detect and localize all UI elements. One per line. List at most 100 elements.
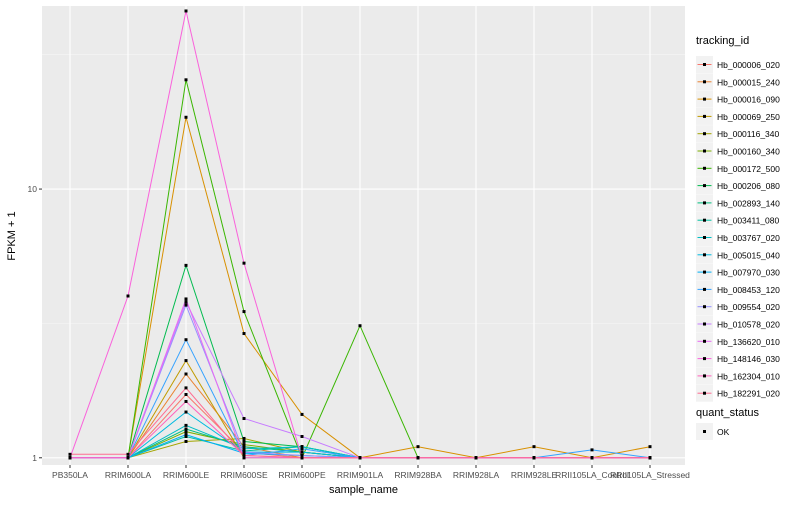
legend-item: Hb_000016_090: [696, 90, 780, 108]
data-point: [242, 443, 246, 447]
data-point: [184, 433, 188, 437]
data-point: [184, 435, 188, 439]
legend-label: Hb_010578_020: [717, 320, 780, 330]
data-point: [68, 452, 72, 456]
x-tick-label: RRIM901LA: [337, 470, 384, 480]
data-point: [416, 445, 420, 449]
legend-item: Hb_008453_120: [696, 280, 780, 298]
legend-label: Hb_008453_120: [717, 285, 780, 295]
legend-label: Hb_000172_500: [717, 164, 780, 174]
legend-key-point: [703, 270, 706, 274]
data-point: [242, 453, 246, 457]
data-point: [184, 263, 188, 267]
legend-item: Hb_148146_030: [696, 350, 780, 368]
data-point: [300, 447, 304, 451]
y-tick-label: 1: [32, 453, 37, 463]
legend: tracking_id Hb_000006_020Hb_000015_240Hb…: [696, 35, 780, 440]
data-point: [474, 456, 478, 460]
legend-key-point: [703, 305, 706, 309]
legend-key-point: [703, 287, 706, 291]
legend-label: Hb_000016_090: [717, 95, 780, 105]
x-tick-label: RRII105LA_Stressed: [610, 470, 690, 480]
legend-key-point: [703, 391, 706, 395]
shape-legend-key-point: [703, 430, 706, 433]
legend-key-point: [703, 184, 706, 188]
data-point: [184, 78, 188, 82]
legend-item: Hb_002893_140: [696, 194, 780, 212]
data-point: [184, 410, 188, 414]
legend-key-point: [703, 166, 706, 170]
legend-item: Hb_000206_080: [696, 177, 780, 195]
data-point: [184, 430, 188, 434]
legend-item: Hb_003767_020: [696, 229, 780, 246]
data-point: [242, 417, 246, 421]
shape-legend-title: quant_status: [696, 407, 759, 419]
data-point: [184, 359, 188, 363]
data-point: [184, 392, 188, 396]
legend-key-point: [703, 236, 706, 239]
legend-key-point: [703, 339, 706, 343]
legend-key-point: [703, 149, 706, 153]
legend-items: Hb_000006_020 Hb_000015_240 Hb_000016_090 H…: [696, 56, 780, 402]
legend-label: Hb_162304_010: [717, 371, 780, 381]
legend-label: Hb_000006_020: [717, 60, 780, 70]
data-point: [590, 456, 594, 460]
legend-key-point: [703, 114, 706, 118]
data-point: [184, 115, 188, 119]
data-point: [242, 261, 246, 265]
data-point: [184, 300, 188, 304]
point-layer: [68, 9, 652, 460]
legend-label: Hb_003411_080: [717, 216, 780, 226]
legend-item: Hb_005015_040: [696, 246, 780, 264]
legend-item: Hb_003411_080: [696, 211, 780, 229]
data-point: [300, 450, 304, 454]
legend-label: Hb_136620_010: [717, 337, 780, 347]
legend-key-point: [703, 322, 706, 326]
data-point: [242, 447, 246, 451]
legend-label: Hb_182291_020: [717, 389, 780, 399]
x-tick-label: RRIM600LA: [105, 470, 152, 480]
data-point: [184, 297, 188, 301]
data-point: [358, 324, 362, 328]
data-point: [242, 332, 246, 336]
legend-item: Hb_000172_500: [696, 159, 780, 177]
x-tick-label: RRIM928BA: [394, 470, 442, 480]
data-point: [416, 456, 420, 460]
shape-legend-items: OK: [696, 423, 730, 440]
legend-label: Hb_009554_020: [717, 302, 780, 312]
legend-key-point: [703, 132, 706, 136]
legend-title: tracking_id: [696, 35, 749, 47]
data-point: [300, 445, 304, 449]
legend-label: Hb_148146_030: [717, 354, 780, 364]
data-point: [184, 9, 188, 13]
data-point: [184, 303, 188, 307]
x-tick-label: RRIM600LE: [163, 470, 210, 480]
legend-label: Hb_003767_020: [717, 233, 780, 243]
data-point: [126, 294, 130, 298]
data-point: [532, 456, 536, 460]
data-point: [242, 310, 246, 314]
legend-item: Hb_010578_020: [696, 315, 780, 333]
y-tick-label: 10: [28, 184, 38, 194]
data-point: [358, 456, 362, 460]
x-tick-label: PB350LA: [52, 470, 88, 480]
data-point: [300, 456, 304, 460]
axis-layer: 1 10 PB350LA RRIM600LA RRIM600LE RRIM600SE RRI…: [28, 184, 691, 480]
legend-item: Hb_000116_340: [696, 125, 780, 143]
data-point: [68, 456, 72, 460]
data-point: [184, 423, 188, 427]
x-tick-label: RRII105LA_Control: [555, 470, 629, 480]
data-point: [242, 439, 246, 443]
legend-key-point: [703, 80, 706, 84]
legend-label: Hb_005015_040: [717, 250, 780, 260]
data-point: [184, 439, 188, 443]
legend-key-point: [703, 218, 706, 222]
data-point: [184, 372, 188, 376]
data-point: [590, 448, 594, 452]
legend-item: Hb_009554_020: [696, 298, 780, 316]
x-tick-label: RRIM928LA: [453, 470, 500, 480]
legend-label: Hb_000116_340: [717, 129, 780, 139]
data-point: [242, 456, 246, 460]
